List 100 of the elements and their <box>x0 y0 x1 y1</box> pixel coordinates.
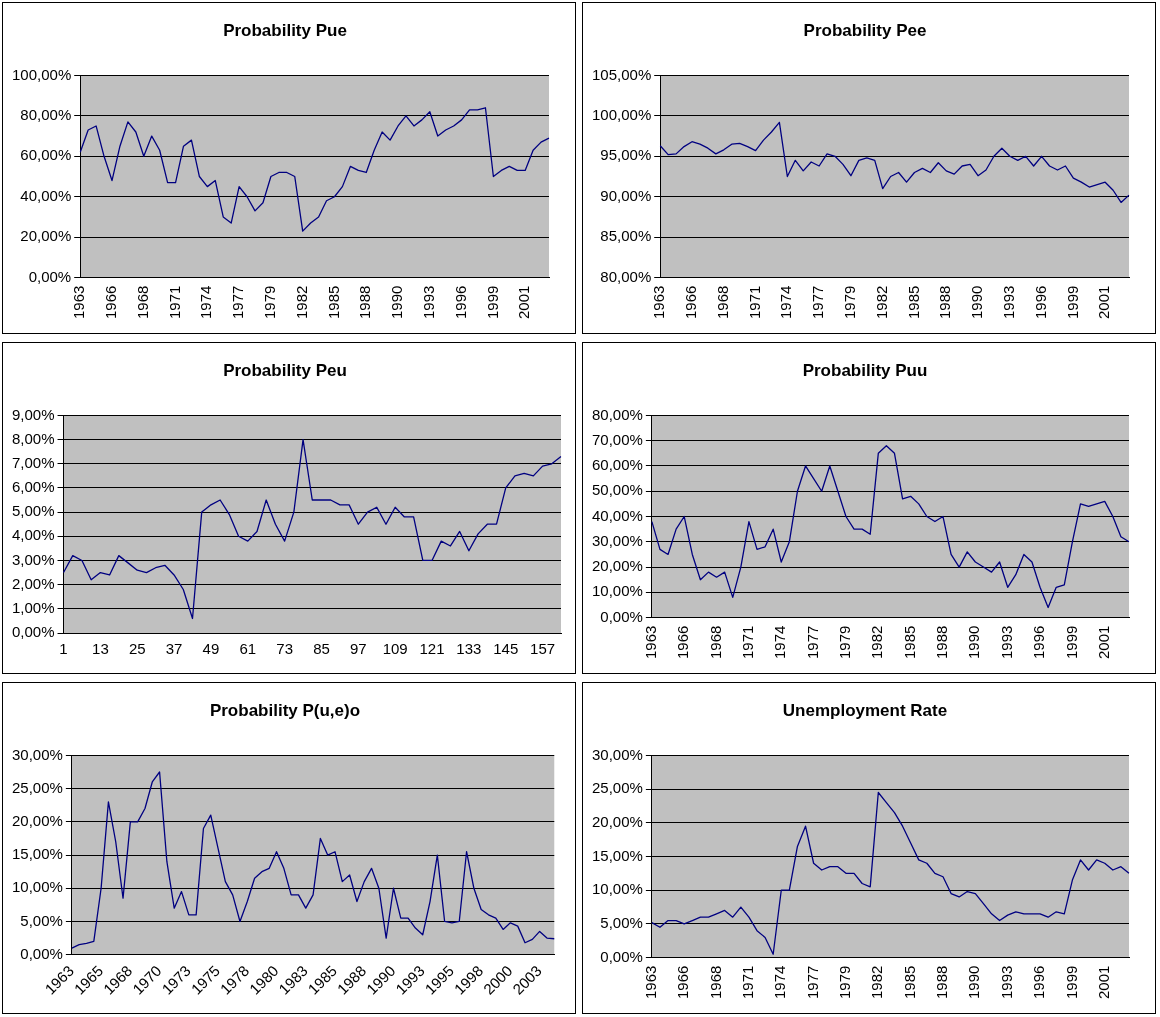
x-tick-label: 2001 <box>1095 285 1113 320</box>
x-tick-label: 1974 <box>771 965 789 1000</box>
x-tick-label: 1979 <box>261 285 279 320</box>
y-tick-label: 0,00% <box>600 947 643 965</box>
y-tick-label: 80,00% <box>600 267 652 285</box>
x-tick-label: 1999 <box>1062 625 1080 660</box>
x-tick-label: 1996 <box>1030 625 1048 660</box>
x-tick-label: 1993 <box>997 625 1015 660</box>
x-tick-label: 157 <box>530 640 556 658</box>
y-tick-label: 25,00% <box>12 778 63 796</box>
y-tick-label: 20,00% <box>592 557 643 575</box>
chart-title: Probability P(u,e)o <box>209 700 361 720</box>
x-tick-label: 1988 <box>933 965 951 1000</box>
y-tick-label: 5,00% <box>11 502 55 520</box>
y-tick-label: 80,00% <box>20 105 72 123</box>
y-tick-label: 30,00% <box>592 745 643 763</box>
y-tick-label: 0,00% <box>20 944 63 962</box>
x-tick-label: 1985 <box>904 285 922 320</box>
x-tick-label: 1996 <box>451 285 469 320</box>
y-tick-label: 85,00% <box>600 227 652 245</box>
y-tick-label: 5,00% <box>20 911 63 929</box>
x-tick-label: 1977 <box>803 625 821 660</box>
x-tick-label: 1993 <box>999 285 1017 320</box>
x-tick-label: 73 <box>276 640 293 658</box>
x-tick-label: 1999 <box>1063 285 1081 320</box>
y-tick-label: 30,00% <box>592 531 643 549</box>
x-tick-label: 1985 <box>900 965 918 1000</box>
y-tick-label: 50,00% <box>592 481 643 499</box>
x-tick-label: 1963 <box>642 625 660 660</box>
y-tick-label: 3,00% <box>11 550 55 568</box>
y-tick-label: 20,00% <box>592 812 643 830</box>
y-tick-label: 80,00% <box>592 405 643 423</box>
x-tick-label: 1974 <box>777 285 795 320</box>
x-tick-label: 1990 <box>968 285 986 320</box>
y-tick-label: 5,00% <box>600 914 643 932</box>
y-tick-label: 1,00% <box>11 598 55 616</box>
x-tick-label: 61 <box>239 640 257 658</box>
y-tick-label: 9,00% <box>11 405 55 423</box>
x-tick-label: 1979 <box>836 965 854 1000</box>
x-tick-label: 1985 <box>900 625 918 660</box>
x-tick-label: 1996 <box>1031 285 1049 320</box>
x-tick-label: 1968 <box>706 625 724 660</box>
x-tick-label: 1971 <box>739 625 757 660</box>
x-tick-label: 1971 <box>745 285 763 320</box>
x-tick-label: 49 <box>202 640 220 658</box>
y-tick-label: 10,00% <box>592 880 643 898</box>
y-tick-label: 95,00% <box>600 146 652 164</box>
x-tick-label: 1990 <box>388 285 406 320</box>
y-tick-label: 60,00% <box>20 146 72 164</box>
x-tick-label: 1988 <box>933 625 951 660</box>
x-tick-label: 1999 <box>1062 965 1080 1000</box>
x-tick-label: 1977 <box>803 965 821 1000</box>
x-tick-label: 13 <box>92 640 109 658</box>
x-tick-label: 1990 <box>965 625 983 660</box>
y-tick-label: 20,00% <box>12 811 63 829</box>
x-tick-label: 1993 <box>997 965 1015 1000</box>
y-tick-label: 100,00% <box>12 65 72 83</box>
x-tick-label: 1979 <box>836 625 854 660</box>
x-tick-label: 1968 <box>713 285 731 320</box>
x-tick-label: 1999 <box>483 285 501 320</box>
x-tick-label: 1988 <box>356 285 374 320</box>
x-tick-label: 1982 <box>868 965 886 1000</box>
y-tick-label: 15,00% <box>592 846 643 864</box>
y-tick-label: 30,00% <box>12 745 63 763</box>
x-tick-label: 145 <box>493 640 519 658</box>
x-tick-label: 1985 <box>324 285 342 320</box>
chart-title: Probability Pee <box>803 20 927 40</box>
x-tick-label: 1982 <box>868 625 886 660</box>
x-tick-label: 97 <box>349 640 367 658</box>
y-tick-label: 0,00% <box>11 623 55 641</box>
x-tick-label: 1968 <box>706 965 724 1000</box>
x-tick-label: 1990 <box>965 965 983 1000</box>
y-tick-label: 40,00% <box>592 506 643 524</box>
x-tick-label: 1977 <box>229 285 247 320</box>
y-tick-label: 0,00% <box>28 267 72 285</box>
x-tick-label: 1963 <box>70 285 88 320</box>
x-tick-label: 1971 <box>165 285 183 320</box>
y-tick-label: 40,00% <box>20 186 72 204</box>
y-tick-label: 15,00% <box>12 845 63 863</box>
y-tick-label: 20,00% <box>20 227 72 245</box>
x-tick-label: 2001 <box>515 285 533 320</box>
y-tick-label: 100,00% <box>592 105 652 123</box>
x-tick-label: 1979 <box>841 285 859 320</box>
x-tick-label: 85 <box>313 640 330 658</box>
x-tick-label: 2001 <box>1094 625 1112 660</box>
x-tick-label: 133 <box>456 640 482 658</box>
x-tick-label: 1963 <box>650 285 668 320</box>
y-tick-label: 105,00% <box>592 65 652 83</box>
y-tick-label: 70,00% <box>592 430 643 448</box>
x-tick-label: 1974 <box>197 285 215 320</box>
y-tick-label: 0,00% <box>600 607 643 625</box>
y-tick-label: 7,00% <box>11 453 55 471</box>
x-tick-label: 1966 <box>674 625 692 660</box>
x-tick-label: 1974 <box>771 625 789 660</box>
y-tick-label: 6,00% <box>11 478 55 496</box>
x-tick-label: 1966 <box>682 285 700 320</box>
chart-title: Unemployment Rate <box>782 700 948 720</box>
x-tick-label: 1966 <box>674 965 692 1000</box>
x-tick-label: 37 <box>165 640 183 658</box>
y-tick-label: 60,00% <box>592 456 643 474</box>
